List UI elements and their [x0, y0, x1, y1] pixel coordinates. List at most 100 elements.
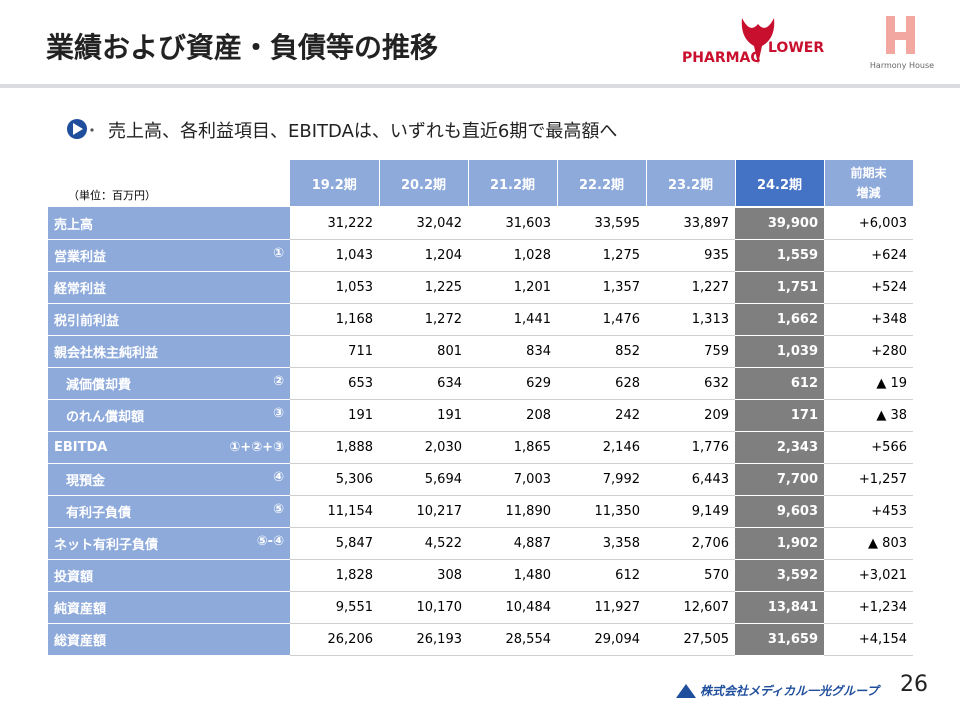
change-cell: +1,234 [824, 591, 913, 624]
bullet-text: 売上高、各利益項目、EBITDAは、いずれも直近6期で最高額へ [108, 121, 618, 142]
change-cell: +3,021 [824, 559, 913, 592]
value-cell: 1,204 [379, 239, 468, 272]
value-cell: 29,094 [557, 623, 646, 656]
change-cell: +4,154 [824, 623, 913, 656]
row-label: ①+②+③ EBITDA [48, 431, 290, 464]
value-cell: 711 [290, 335, 379, 368]
footer-icon [676, 684, 696, 698]
column-header: 前期末 増減 [824, 160, 914, 208]
value-cell: 1,902 [735, 527, 824, 560]
title: 業績および資産・負債等の推移 [46, 31, 439, 64]
change-cell: +1,257 [824, 463, 913, 496]
value-cell: 1,028 [468, 239, 557, 272]
row-label: 経常利益 [48, 271, 290, 304]
value-cell: 1,272 [379, 303, 468, 336]
data-row: ② 減価償却費 653 634 629 628 632 612 ▲ 19 [48, 367, 913, 400]
value-cell: 5,306 [290, 463, 379, 496]
row-label-text: 有利子負債 [66, 506, 132, 521]
value-cell: 1,275 [557, 239, 646, 272]
column-header: 22.2期 [557, 160, 647, 208]
value-cell: 634 [379, 367, 468, 400]
value-cell: 2,706 [646, 527, 735, 560]
value-cell: 11,890 [468, 495, 557, 528]
column-header: 24.2期 [735, 160, 825, 208]
row-label-text: EBITDA [54, 440, 108, 455]
row-label: 総資産額 [48, 623, 290, 656]
value-cell: 653 [290, 367, 379, 400]
column-header: 21.2期 [468, 160, 558, 208]
value-cell: 11,927 [557, 591, 646, 624]
row-label-text: 親会社株主純利益 [54, 346, 159, 361]
row-label: ③ のれん償却額 [48, 399, 290, 432]
value-cell: 26,206 [290, 623, 379, 656]
row-label-text: のれん償却額 [66, 410, 145, 425]
value-cell: 10,217 [379, 495, 468, 528]
value-cell: 31,222 [290, 207, 379, 240]
value-cell: 612 [735, 367, 824, 400]
value-cell: 9,603 [735, 495, 824, 528]
value-cell: 31,603 [468, 207, 557, 240]
unit-cell: （単位：百万円） [48, 160, 290, 207]
value-cell: 1,828 [290, 559, 379, 592]
value-cell: 1,039 [735, 335, 824, 368]
row-label-text: 減価償却費 [66, 378, 132, 393]
row-label-text: 投資額 [54, 570, 94, 585]
value-cell: 834 [468, 335, 557, 368]
value-cell: 7,003 [468, 463, 557, 496]
value-cell: 31,659 [735, 623, 824, 656]
value-cell: 39,900 [735, 207, 824, 240]
row-label: 親会社株主純利益 [48, 335, 290, 368]
value-cell: 1,357 [557, 271, 646, 304]
value-cell: 2,030 [379, 431, 468, 464]
row-note: ③ [272, 406, 284, 421]
value-cell: 6,443 [646, 463, 735, 496]
row-label-text: 純資産額 [54, 602, 107, 617]
value-cell: 32,042 [379, 207, 468, 240]
row-label: ② 減価償却費 [48, 367, 290, 400]
change-cell: +6,003 [824, 207, 913, 240]
value-cell: 570 [646, 559, 735, 592]
value-cell: 1,043 [290, 239, 379, 272]
value-cell: 33,897 [646, 207, 735, 240]
value-cell: 1,480 [468, 559, 557, 592]
value-cell: 27,505 [646, 623, 735, 656]
logo-text: LOWER [768, 40, 824, 56]
value-cell: 759 [646, 335, 735, 368]
value-cell: 1,313 [646, 303, 735, 336]
value-cell: 11,154 [290, 495, 379, 528]
value-cell: 3,592 [735, 559, 824, 592]
data-row: ⑤-④ ネット有利子負債 5,847 4,522 4,887 3,358 2,706 1,90… [48, 527, 913, 560]
data-row: 親会社株主純利益 711 801 834 852 759 1,039 +280 [48, 335, 913, 368]
value-cell: 1,441 [468, 303, 557, 336]
value-cell: 13,841 [735, 591, 824, 624]
unit-label: （単位：百万円） [68, 189, 156, 202]
row-label-text: ネット有利子負債 [54, 538, 159, 553]
value-cell: 1,225 [379, 271, 468, 304]
value-cell: 33,595 [557, 207, 646, 240]
header-line: 増減 [856, 186, 881, 200]
value-cell: 7,992 [557, 463, 646, 496]
header-rule [0, 84, 960, 88]
value-cell: 801 [379, 335, 468, 368]
header-line: 前期末 [850, 166, 887, 180]
value-cell: 308 [379, 559, 468, 592]
column-header: 20.2期 [379, 160, 469, 208]
data-row: 投資額 1,828 308 1,480 612 570 3,592 +3,021 [48, 559, 913, 592]
value-cell: 1,201 [468, 271, 557, 304]
logo-harmony: Harmony House [870, 16, 934, 70]
value-cell: 1,865 [468, 431, 557, 464]
row-label-text: 現預金 [66, 474, 106, 489]
value-cell: 12,607 [646, 591, 735, 624]
footer-company: 株式会社メディカル一光グループ [700, 684, 879, 698]
data-table: （単位：百万円） 19.2期 20.2期 21.2期 22.2期 23.2期 24.2期 前期… [48, 160, 914, 656]
row-label: 税引前利益 [48, 303, 290, 336]
change-cell: +624 [824, 239, 913, 272]
value-cell: 2,343 [735, 431, 824, 464]
value-cell: 612 [557, 559, 646, 592]
value-cell: 1,776 [646, 431, 735, 464]
value-cell: 11,350 [557, 495, 646, 528]
value-cell: 171 [735, 399, 824, 432]
data-row: ⑤ 有利子負債 11,154 10,217 11,890 11,350 9,149 9,603… [48, 495, 913, 528]
row-label: 投資額 [48, 559, 290, 592]
